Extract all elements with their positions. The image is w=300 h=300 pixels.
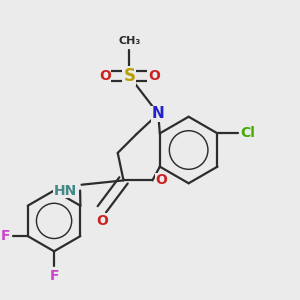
Text: S: S [123,67,135,85]
Text: N: N [152,106,165,121]
Text: O: O [99,69,111,83]
Text: Cl: Cl [241,126,256,140]
Text: O: O [96,214,108,228]
Text: F: F [49,269,59,283]
Text: O: O [148,69,160,83]
Text: HN: HN [54,184,77,197]
Text: O: O [155,173,167,188]
Text: F: F [1,229,10,243]
Text: CH₃: CH₃ [118,36,140,46]
